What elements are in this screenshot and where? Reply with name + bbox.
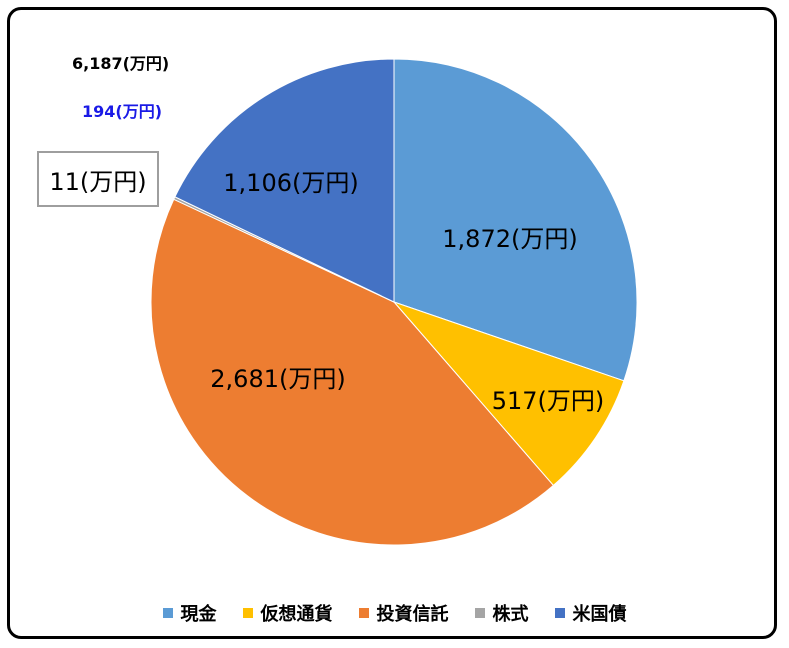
legend-item-crypto: 仮想通貨 <box>242 600 333 626</box>
slice-label-us-treasury: 1,106(万円) <box>223 169 358 197</box>
pie-slice-investment-trust <box>150 198 555 546</box>
slice-label-stock: 11(万円) <box>37 151 159 207</box>
legend-swatch <box>358 608 369 618</box>
legend-label: 投資信託 <box>376 604 449 625</box>
legend-swatch <box>474 608 485 618</box>
slice-label-cash: 1,872(万円) <box>442 225 577 253</box>
legend-item-stock: 株式 <box>474 600 529 626</box>
slice-label-crypto: 517(万円) <box>492 387 605 415</box>
pie-slice-us-treasury <box>174 58 395 303</box>
legend-item-cash: 現金 <box>162 600 217 626</box>
legend-item-investment-trust: 投資信託 <box>358 600 449 626</box>
slice-label-investment-trust: 2,681(万円) <box>210 365 345 393</box>
legend-swatch <box>162 608 173 618</box>
legend-swatch <box>242 608 253 618</box>
total-label: 6,187(万円) <box>72 54 170 73</box>
legend-label: 仮想通貨 <box>260 604 333 625</box>
legend: 現金 仮想通貨 投資信託 株式 米国債 <box>0 600 789 626</box>
pie-slice-crypto <box>392 300 625 487</box>
legend-label: 現金 <box>180 604 217 625</box>
change-label: 194(万円) <box>82 102 163 121</box>
legend-label: 株式 <box>492 604 529 625</box>
legend-label: 米国債 <box>572 604 627 625</box>
legend-item-us-treasury: 米国債 <box>554 600 627 626</box>
pie-slice-cash <box>393 58 638 382</box>
legend-swatch <box>554 608 565 618</box>
